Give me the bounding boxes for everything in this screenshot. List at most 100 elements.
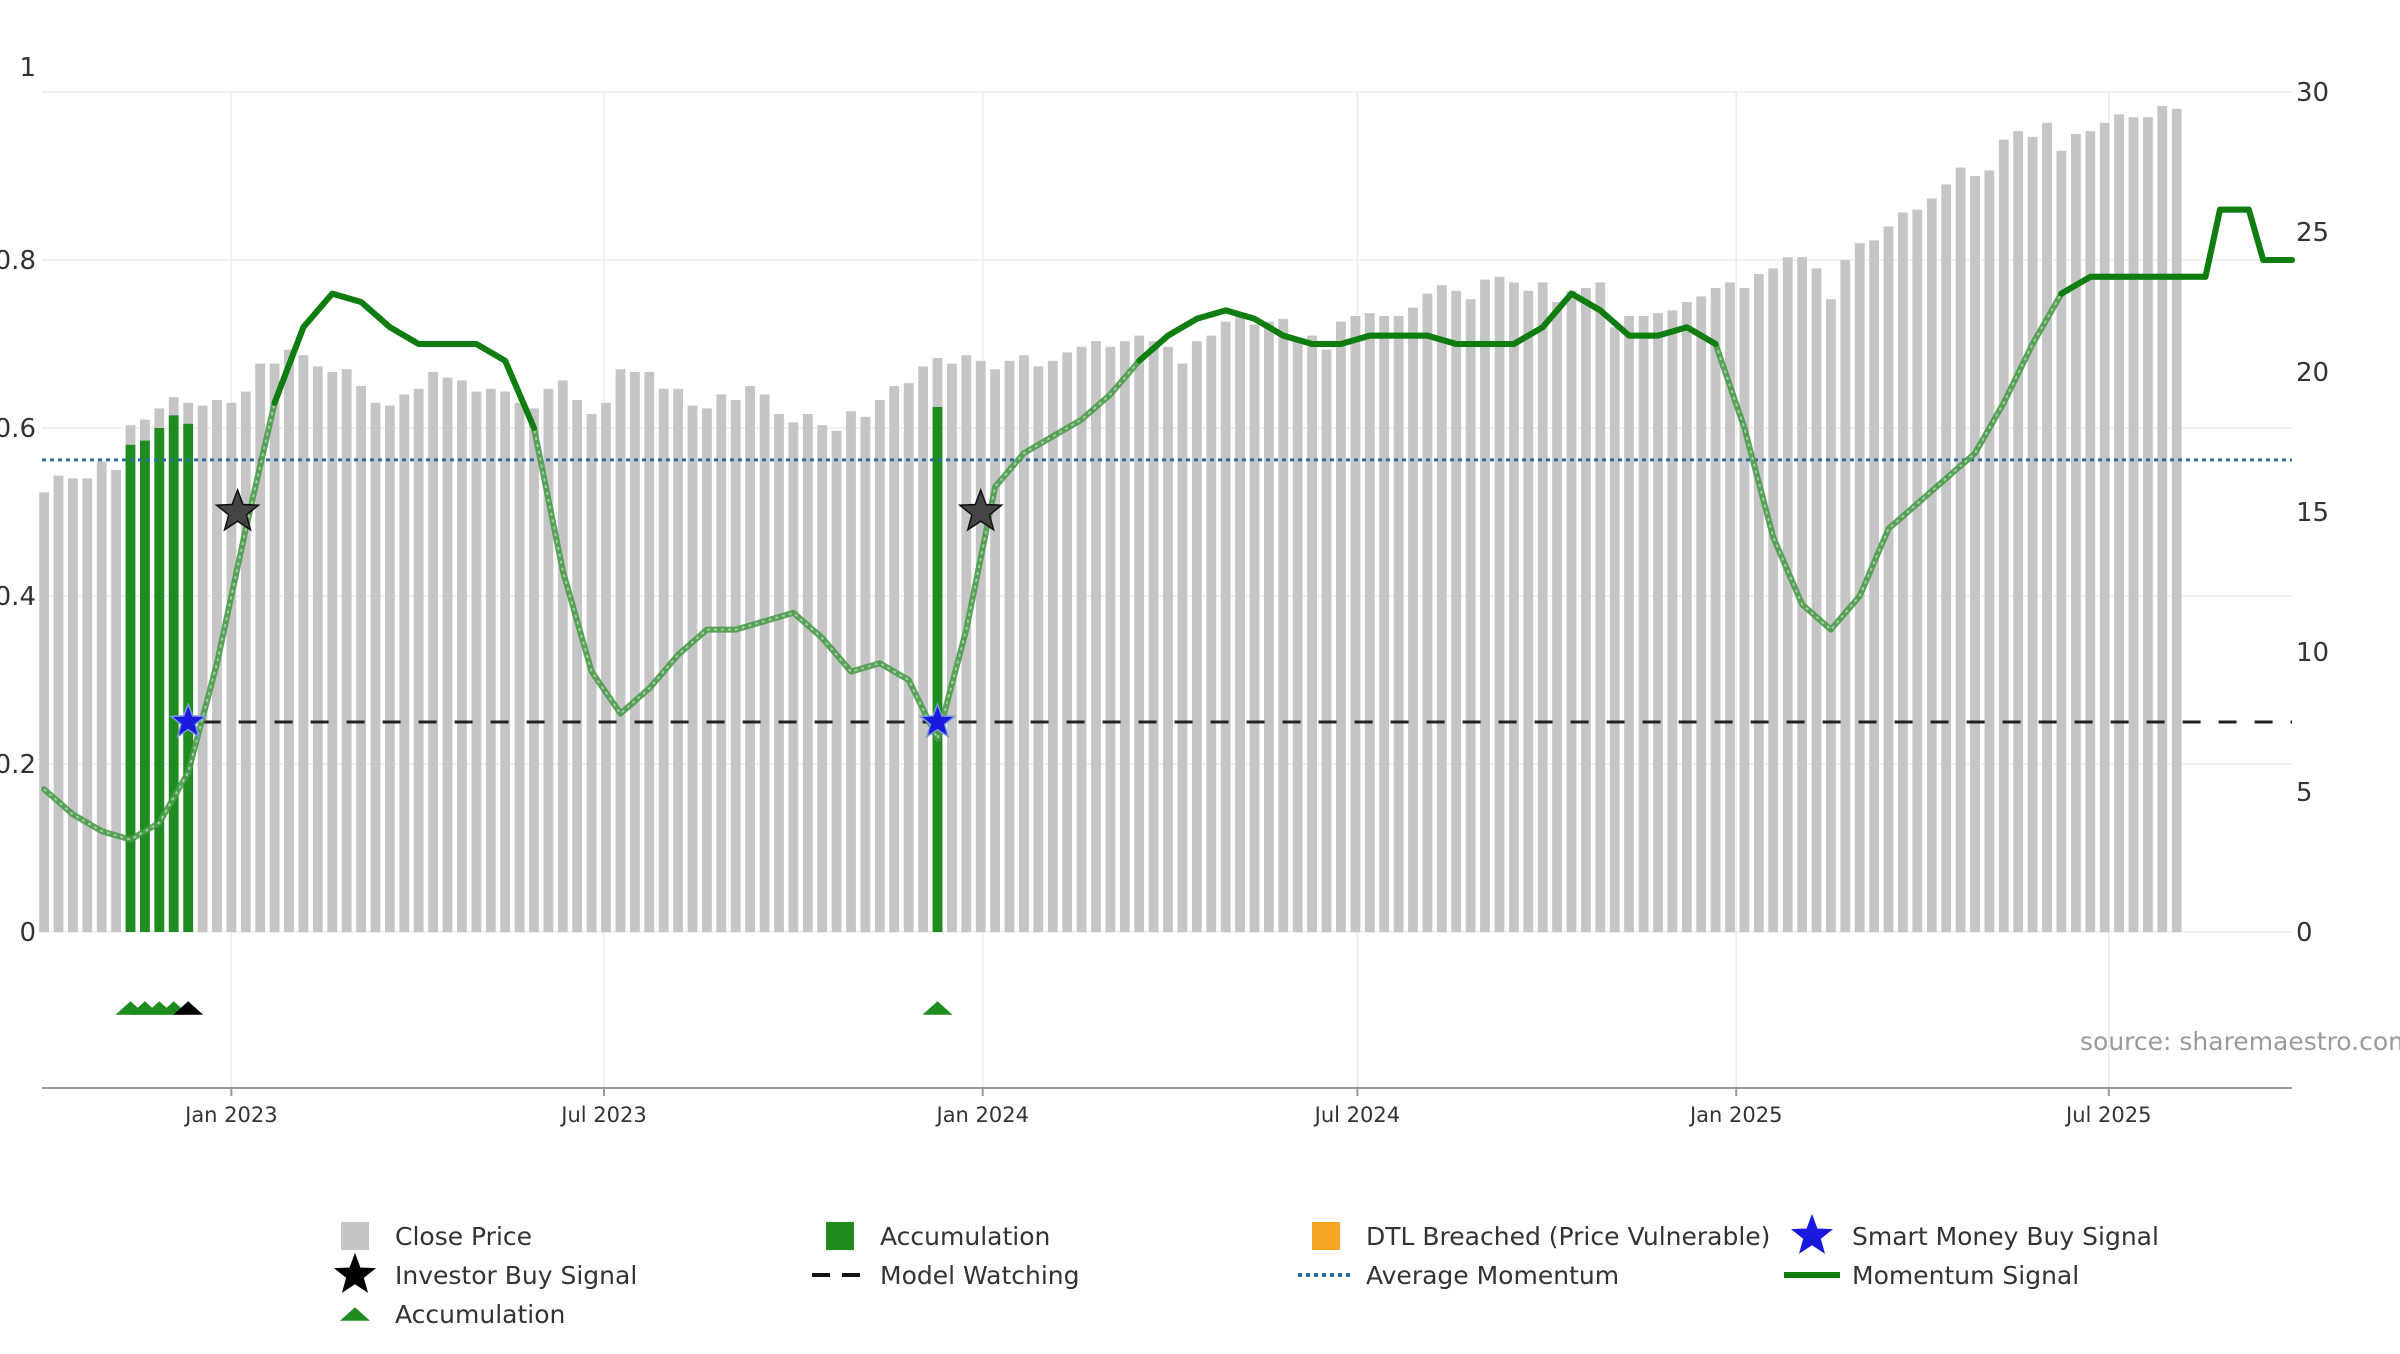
close-price-bar [1768, 268, 1779, 932]
accumulation-bar [154, 428, 165, 932]
close-price-bar [385, 405, 395, 933]
close-price-bar [1667, 310, 1678, 932]
close-price-bar [356, 386, 366, 932]
investor-buy-star [214, 487, 261, 532]
legend-label: DTL Breached (Price Vulnerable) [1366, 1222, 1770, 1251]
close-price-bar [1379, 316, 1390, 932]
close-price-bar [1264, 321, 1274, 933]
x-axis-tick-label: Jul 2025 [2064, 1103, 2151, 1127]
close-price-bar [1091, 341, 1101, 932]
close-price-bar [111, 470, 121, 932]
close-price-bar [572, 400, 583, 932]
close-price-bar [226, 402, 237, 932]
close-price-bar [1883, 226, 1894, 932]
x-axis-tick-label: Jul 2024 [1313, 1103, 1400, 1127]
close-price-bar [543, 388, 554, 932]
close-price-bar [1307, 335, 1317, 933]
close-price-bar [1119, 341, 1130, 932]
close-price-bar [1566, 290, 1577, 932]
close-price-bar [1148, 341, 1159, 932]
close-price-bar [2099, 122, 2110, 933]
close-price-bar [82, 478, 93, 932]
close-price-bar [615, 369, 626, 932]
close-price-bar [831, 430, 842, 932]
close-price-bar [774, 414, 784, 932]
close-price-bar [716, 394, 727, 932]
close-price-bar [1235, 313, 1245, 932]
close-price-bar [53, 475, 64, 932]
close-price-bar [327, 372, 338, 932]
legend-square-icon [341, 1222, 369, 1250]
close-price-bar [1869, 240, 1879, 932]
source-note: source: sharemaestro.com [2080, 1027, 2400, 1056]
close-price-bar [68, 478, 78, 932]
left-axis-tick: 0.2 [0, 750, 36, 780]
close-price-bar [2157, 106, 2168, 932]
close-price-bar [269, 363, 280, 933]
close-price-bar [889, 386, 900, 932]
close-price-bar [1941, 184, 1952, 932]
smart-money-star [168, 701, 208, 739]
close-price-bar [2114, 114, 2124, 932]
right-axis-tick: 30 [2296, 78, 2329, 108]
momentum-signal-bold [271, 290, 537, 431]
close-price-bar [1797, 257, 1807, 932]
close-price-bar [2143, 117, 2153, 932]
close-price-bar [1509, 282, 1519, 932]
close-price-bar [673, 388, 683, 932]
close-price-bar [1292, 338, 1303, 932]
close-price-bar [2042, 122, 2052, 933]
right-axis-tick: 10 [2296, 638, 2329, 668]
close-price-bar [644, 372, 655, 932]
close-price-bar [1537, 282, 1548, 932]
momentum-signal-bold [1136, 290, 1719, 364]
legend-item: Model Watching [812, 1261, 1080, 1290]
legend-item: Investor Buy Signal [333, 1252, 637, 1293]
close-price-bar [500, 391, 511, 933]
close-price-bar [630, 372, 640, 932]
close-price-bar [255, 363, 266, 933]
right-axis-tick: 5 [2296, 778, 2313, 808]
close-price-bar [1826, 299, 1836, 932]
legend-label: Accumulation [880, 1222, 1050, 1251]
close-price-bar [1033, 366, 1044, 932]
close-price-bar [2056, 150, 2067, 933]
right-axis-tick: 20 [2296, 358, 2329, 388]
close-price-bar [442, 377, 453, 933]
momentum-signal-bold [2058, 206, 2295, 297]
close-price-bar [961, 355, 972, 932]
close-price-bar [1638, 316, 1649, 932]
close-price-bar [2013, 131, 2024, 932]
investor-buy-star [957, 487, 1004, 532]
close-price-bar [1220, 321, 1231, 933]
right-axis-tick: 15 [2296, 498, 2329, 528]
close-price-bar [2171, 108, 2182, 933]
close-price-bar [1019, 355, 1029, 932]
close-price-bar [1955, 167, 1966, 933]
close-price-bar [1350, 316, 1361, 932]
legend-item: Average Momentum [1298, 1261, 1619, 1290]
close-price-bar [687, 405, 698, 933]
close-price-bar [745, 386, 755, 932]
close-price-bar [918, 366, 928, 932]
close-price-bar [1970, 176, 1980, 932]
close-price-bar [1725, 282, 1735, 932]
close-price-bar [1609, 327, 1620, 932]
accumulation-bar [168, 415, 179, 932]
close-price-bar [1984, 170, 1995, 932]
close-price-bar [557, 380, 568, 932]
close-price-bar [817, 425, 828, 932]
close-price-bar [1336, 321, 1346, 933]
close-price-bar [903, 383, 914, 932]
close-price-bar [1581, 288, 1591, 932]
legend-triangle-icon [340, 1307, 370, 1321]
legend-label: Accumulation [395, 1300, 565, 1329]
close-price-bar [1408, 307, 1418, 933]
legend-square-icon [1312, 1222, 1340, 1250]
close-price-bar [1206, 335, 1217, 933]
close-price-bar [1523, 290, 1534, 932]
close-price-bar [471, 391, 482, 933]
close-price-bar [1494, 276, 1505, 932]
